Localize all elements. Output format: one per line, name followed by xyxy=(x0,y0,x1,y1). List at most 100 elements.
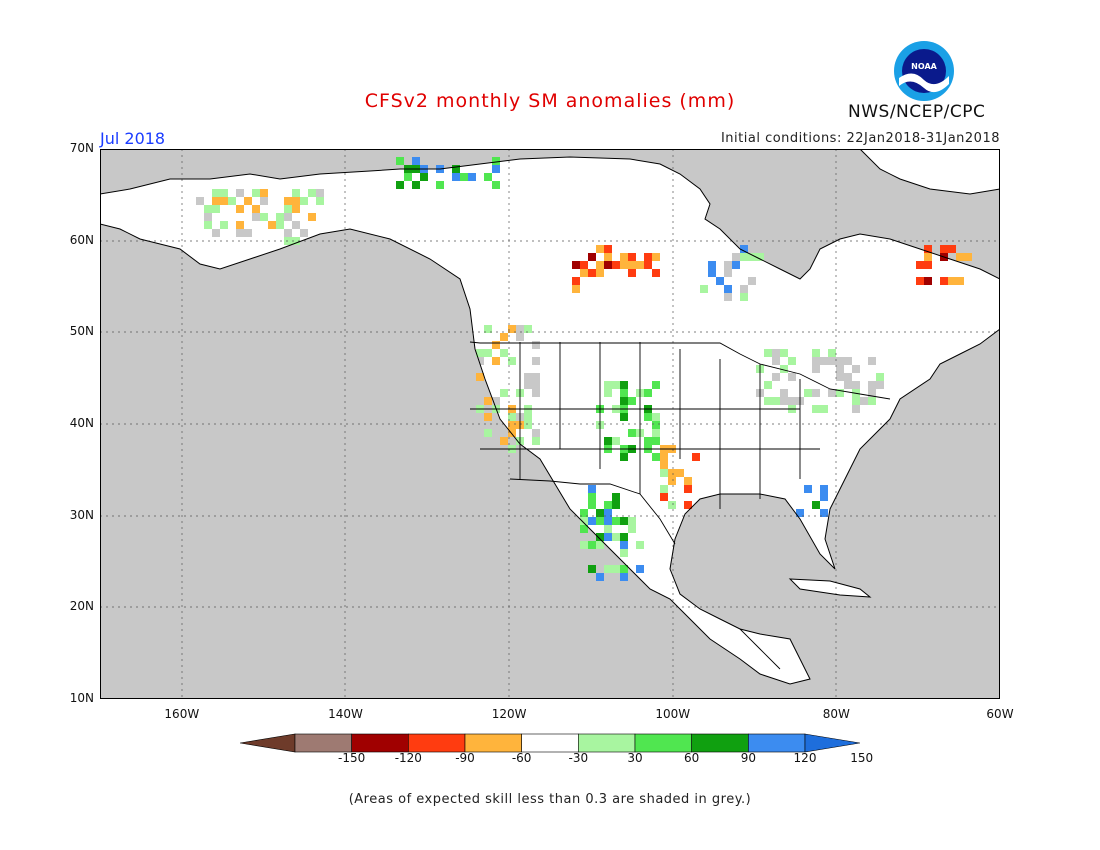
anomaly-cell xyxy=(612,261,620,269)
anomaly-cell xyxy=(940,277,948,285)
anomaly-cell xyxy=(292,237,300,245)
anomaly-cell xyxy=(796,509,804,517)
anomaly-cell xyxy=(532,389,540,397)
anomaly-cell xyxy=(492,181,500,189)
lat-label: 10N xyxy=(69,691,94,705)
anomaly-cell xyxy=(412,157,420,165)
anomaly-cell xyxy=(748,253,756,261)
anomaly-cell xyxy=(652,437,660,445)
anomaly-cell xyxy=(580,269,588,277)
anomaly-cell xyxy=(572,261,580,269)
anomaly-cell xyxy=(772,357,780,365)
anomaly-cell xyxy=(804,389,812,397)
anomaly-cell xyxy=(508,421,516,429)
anomaly-cell xyxy=(780,349,788,357)
anomaly-cell xyxy=(476,349,484,357)
skill-note: (Areas of expected skill less than 0.3 a… xyxy=(348,792,752,807)
anomaly-cell xyxy=(948,277,956,285)
anomaly-cell xyxy=(812,365,820,373)
anomaly-cell xyxy=(284,213,292,221)
anomaly-cell xyxy=(588,485,596,493)
anomaly-cell xyxy=(612,517,620,525)
colorbar-segment xyxy=(691,733,749,753)
colorbar-segment xyxy=(748,733,806,753)
anomaly-cell xyxy=(628,269,636,277)
anomaly-cell xyxy=(588,269,596,277)
anomaly-cell xyxy=(756,253,764,261)
anomaly-cell xyxy=(692,453,700,461)
anomaly-cell xyxy=(652,381,660,389)
anomaly-cell xyxy=(588,565,596,573)
anomaly-cell xyxy=(604,565,612,573)
anomaly-cell xyxy=(612,533,620,541)
anomaly-cell xyxy=(580,509,588,517)
anomaly-cell xyxy=(316,189,324,197)
anomaly-cell xyxy=(660,461,668,469)
anomaly-cell xyxy=(588,501,596,509)
landmass-greenland xyxy=(860,149,1000,194)
anomaly-cell xyxy=(684,485,692,493)
landmass-north-america xyxy=(100,157,1000,684)
anomaly-cell xyxy=(652,421,660,429)
anomaly-cell xyxy=(956,253,964,261)
soil-moisture-map xyxy=(100,149,1000,699)
anomaly-cell xyxy=(236,229,244,237)
anomaly-cell xyxy=(260,213,268,221)
anomaly-cell xyxy=(500,429,508,437)
anomaly-cell xyxy=(772,349,780,357)
anomaly-cell xyxy=(532,357,540,365)
anomaly-cell xyxy=(452,173,460,181)
anomaly-cell xyxy=(788,373,796,381)
anomaly-cell xyxy=(604,253,612,261)
anomaly-cell xyxy=(612,437,620,445)
anomaly-cell xyxy=(964,253,972,261)
colorbar-tick-label: -150 xyxy=(338,751,366,765)
anomaly-cell xyxy=(604,437,612,445)
anomaly-cell xyxy=(628,397,636,405)
colorbar-segment xyxy=(351,733,409,753)
anomaly-cell xyxy=(804,485,812,493)
colorbar-segment xyxy=(408,733,466,753)
landmass-cuba xyxy=(790,579,870,597)
anomaly-cell xyxy=(828,389,836,397)
anomaly-cell xyxy=(492,397,500,405)
map-frame xyxy=(100,149,1000,699)
anomaly-cell xyxy=(724,285,732,293)
colorbar-segment xyxy=(634,733,692,753)
anomaly-cell xyxy=(636,541,644,549)
anomaly-cell xyxy=(844,373,852,381)
anomaly-cell xyxy=(220,221,228,229)
anomaly-cell xyxy=(420,173,428,181)
anomaly-cell xyxy=(620,253,628,261)
anomaly-cell xyxy=(524,413,532,421)
lat-label: 30N xyxy=(69,507,94,522)
anomaly-cell xyxy=(244,197,252,205)
anomaly-cell xyxy=(732,253,740,261)
anomaly-cell xyxy=(820,485,828,493)
anomaly-cell xyxy=(652,253,660,261)
anomaly-cell xyxy=(524,421,532,429)
anomaly-cell xyxy=(772,397,780,405)
anomaly-cell xyxy=(268,221,276,229)
colorbar-arrow-high xyxy=(804,733,860,753)
anomaly-cell xyxy=(764,349,772,357)
agency-label: NWS/NCEP/CPC xyxy=(848,102,986,122)
anomaly-cell xyxy=(212,189,220,197)
anomaly-cell xyxy=(628,525,636,533)
anomaly-cell xyxy=(812,501,820,509)
anomaly-cell xyxy=(276,221,284,229)
anomaly-cell xyxy=(956,277,964,285)
us-states-grid xyxy=(470,342,820,509)
anomaly-cell xyxy=(580,517,588,525)
anomaly-cell xyxy=(772,373,780,381)
lat-label: 20N xyxy=(69,599,94,614)
anomaly-cell xyxy=(476,357,484,365)
anomaly-cell xyxy=(292,205,300,213)
anomaly-cell xyxy=(532,429,540,437)
anomaly-cell xyxy=(652,453,660,461)
anomaly-cell xyxy=(588,517,596,525)
anomaly-cell xyxy=(844,357,852,365)
anomaly-cell xyxy=(652,413,660,421)
anomaly-cell xyxy=(620,573,628,581)
anomaly-cell xyxy=(524,325,532,333)
